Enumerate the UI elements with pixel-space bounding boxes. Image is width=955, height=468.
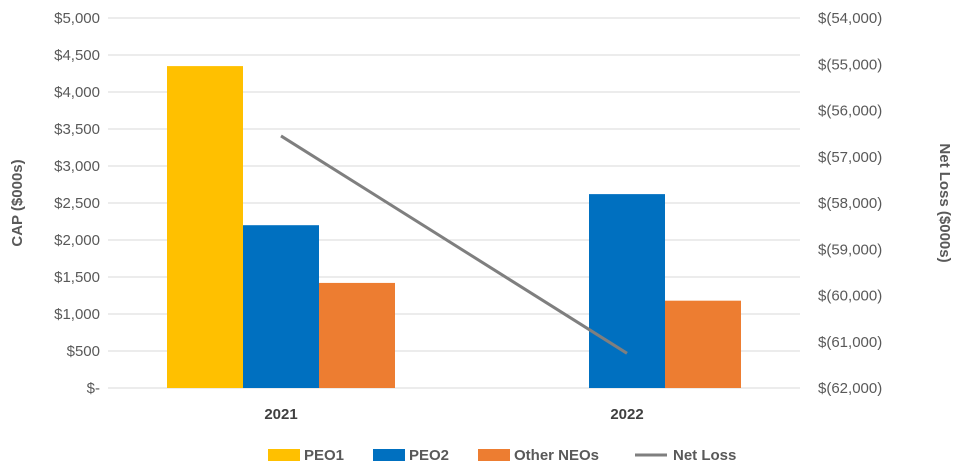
left-tick-label: $500 [67, 343, 100, 360]
left-tick-label: $3,500 [54, 121, 100, 138]
right-tick-label: $(62,000) [818, 380, 882, 397]
right-tick-label: $(56,000) [818, 103, 882, 120]
left-tick-label: $2,000 [54, 232, 100, 249]
left-tick-label: $4,000 [54, 84, 100, 101]
legend-swatch-peo1 [268, 449, 300, 461]
left-tick-label: $4,500 [54, 47, 100, 64]
line-net-loss [280, 134, 628, 355]
right-tick-label: $(61,000) [818, 334, 882, 351]
line-series [280, 134, 628, 355]
right-tick-label: $(59,000) [818, 241, 882, 258]
bar-peo2-2021 [243, 225, 319, 388]
right-tick-label: $(55,000) [818, 56, 882, 73]
x-axis-categories: 2021 2022 [264, 406, 643, 423]
legend-label-net-loss: Net Loss [673, 447, 736, 464]
category-label: 2022 [610, 406, 643, 423]
legend-swatch-other-neos [478, 449, 510, 461]
right-tick-label: $(54,000) [818, 10, 882, 27]
left-tick-label: $1,000 [54, 306, 100, 323]
bar-peo1-2021 [167, 66, 243, 388]
left-tick-label: $- [87, 380, 100, 397]
right-tick-label: $(57,000) [818, 149, 882, 166]
legend-label-peo2: PEO2 [409, 447, 449, 464]
legend-label-peo1: PEO1 [304, 447, 344, 464]
legend-label-other-neos: Other NEOs [514, 447, 599, 464]
left-axis-ticks: $- $500 $1,000 $1,500 $2,000 $2,500 $3,000 $3,5… [54, 10, 100, 397]
left-tick-label: $2,500 [54, 195, 100, 212]
left-tick-label: $1,500 [54, 269, 100, 286]
left-tick-label: $5,000 [54, 10, 100, 27]
legend: PEO1 PEO2 Other NEOs Net Loss [268, 447, 736, 464]
bar-other-neos-2021 [319, 282, 395, 388]
left-tick-label: $3,000 [54, 158, 100, 175]
category-label: 2021 [264, 406, 297, 423]
right-tick-label: $(60,000) [818, 288, 882, 305]
legend-swatch-peo2 [373, 449, 405, 461]
left-axis-title: CAP ($000s) [9, 159, 26, 246]
bars [167, 66, 741, 388]
right-tick-label: $(58,000) [818, 195, 882, 212]
right-axis-ticks: $(54,000) $(55,000) $(56,000) $(57,000) $(58… [818, 10, 882, 397]
right-axis-title: Net Loss ($000s) [936, 143, 953, 262]
bar-peo2-2022 [589, 194, 665, 388]
bar-other-neos-2022 [665, 300, 741, 388]
